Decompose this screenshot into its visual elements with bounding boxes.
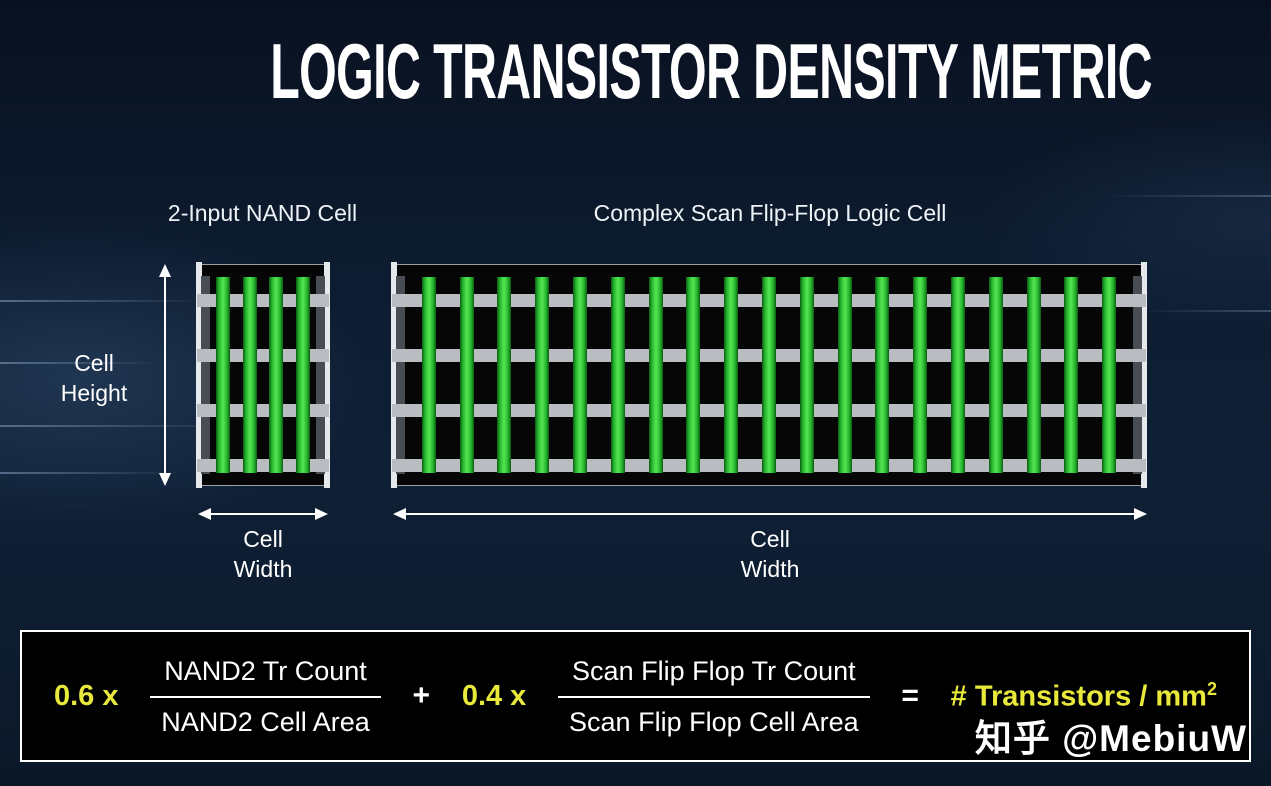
coefficient-2: 0.4 x [461, 679, 527, 712]
background-streak [0, 300, 210, 302]
metal-rail [197, 458, 329, 472]
formula-result-text: # Transistors / mm [950, 680, 1207, 713]
background-streak [1101, 195, 1271, 197]
flipflop-numerator: Scan Flip Flop Tr Count [558, 654, 870, 698]
nand-cell-width-arrow [198, 508, 328, 520]
gate-bars [398, 265, 1140, 485]
gate-bar [648, 277, 663, 473]
gate-bar [497, 277, 512, 473]
dummy-gate-bar [396, 276, 405, 474]
cell-end-cap [324, 262, 330, 488]
gate-bar [988, 277, 1003, 473]
formula-result-exponent: 2 [1206, 678, 1217, 699]
background-streak [1141, 310, 1271, 312]
equals-operator: = [901, 679, 919, 712]
gate-bar [215, 277, 230, 473]
nand-cell-width-label: Cell Width [233, 526, 293, 582]
density-formula-box: 0.6 x NAND2 Tr Count NAND2 Cell Area + 0… [20, 630, 1251, 762]
gate-bar [761, 277, 776, 473]
gate-bar [837, 277, 852, 473]
background-streak [0, 472, 180, 474]
metal-rail [197, 348, 329, 362]
flipflop-cell-label: Complex Scan Flip-Flop Logic Cell [593, 200, 947, 226]
gate-bar [242, 277, 257, 473]
metal-rail [197, 293, 329, 307]
gate-bar [421, 277, 436, 473]
metal-rail [197, 403, 329, 417]
formula-result: # Transistors / mm2 [951, 679, 1217, 714]
cell-end-cap [391, 262, 397, 488]
gate-bar [950, 277, 965, 473]
nand2-numerator: NAND2 Tr Count [150, 654, 381, 698]
gate-bar [535, 277, 550, 473]
dummy-gate-bar [201, 276, 210, 474]
nand2-denominator: NAND2 Cell Area [161, 707, 370, 737]
flipflop-denominator: Scan Flip Flop Cell Area [569, 707, 859, 737]
dummy-gate-bar [316, 276, 325, 474]
gate-bar [610, 277, 625, 473]
page-title: LOGIC TRANSISTOR DENSITY METRIC [0, 26, 1271, 117]
gate-bar [459, 277, 474, 473]
nand-cell-diagram [196, 262, 330, 488]
watermark: 知乎 @MebiuW [974, 718, 1247, 759]
gate-bar [572, 277, 587, 473]
flipflop-cell-width-label: Cell Width [740, 526, 800, 582]
cell-end-cap [196, 262, 202, 488]
flipflop-cell-width-arrow [393, 508, 1147, 520]
gate-bar [913, 277, 928, 473]
nand2-fraction: NAND2 Tr Count NAND2 Cell Area [150, 654, 381, 738]
gate-bar [269, 277, 284, 473]
gate-bar [296, 277, 311, 473]
dummy-gate-bar [1133, 276, 1142, 474]
cell-height-label: Cell Height [60, 350, 128, 406]
flipflop-fraction: Scan Flip Flop Tr Count Scan Flip Flop C… [558, 654, 870, 738]
gate-bar [724, 277, 739, 473]
gate-bars [203, 265, 323, 485]
cell-end-cap [1141, 262, 1147, 488]
flipflop-cell-diagram [391, 262, 1147, 488]
gate-bar [875, 277, 890, 473]
nand-cell-label: 2-Input NAND Cell [167, 200, 358, 226]
gate-bar [1102, 277, 1117, 473]
gate-bar [1064, 277, 1079, 473]
gate-bar [1026, 277, 1041, 473]
gate-bar [686, 277, 701, 473]
gate-bar [799, 277, 814, 473]
cell-height-arrow [159, 264, 171, 486]
coefficient-1: 0.6 x [54, 679, 119, 712]
plus-operator: + [412, 679, 431, 712]
page-title-text: LOGIC TRANSISTOR DENSITY METRIC [270, 27, 1152, 115]
